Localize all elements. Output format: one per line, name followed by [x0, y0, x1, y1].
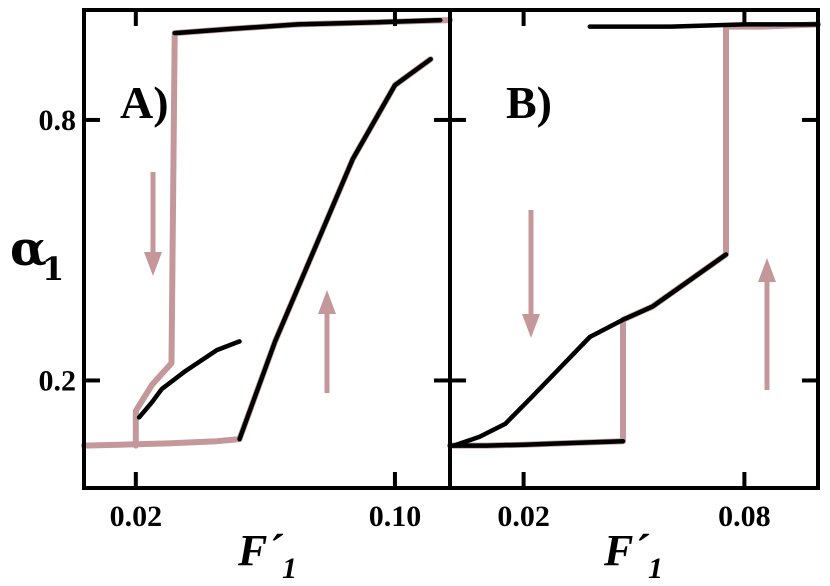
- panel-b: 0.02 0.08: [447, 8, 821, 533]
- series-line-a-2: [132, 17, 453, 449]
- plot-frame-b: [448, 8, 820, 490]
- x-axis-label-a-subscript: 1: [282, 552, 297, 585]
- x-tick-label-a-0: 0.02: [110, 500, 163, 533]
- series-line-b-2: [451, 252, 729, 448]
- direction-arrow-b-up-head: [758, 258, 776, 282]
- series-line-a-3: [172, 17, 443, 36]
- direction-arrow-a-up-head: [318, 290, 336, 314]
- series-line-a-4: [136, 339, 242, 420]
- series-line-a-1: [237, 56, 433, 442]
- x-tick-label-a-1: 0.10: [369, 500, 422, 533]
- x-tick-label-b-0: 0.02: [497, 500, 550, 533]
- panel-a: 0.2 0.8 0.02 0.10: [39, 8, 453, 533]
- y-axis-label: α: [10, 221, 47, 277]
- series-line-b-3: [587, 22, 821, 29]
- panel-label-a: A): [120, 77, 169, 128]
- x-axis-label-b: F´: [603, 526, 649, 575]
- y-tick-label-1: 0.8: [39, 104, 77, 137]
- series-line-b-1: [447, 438, 626, 448]
- y-axis-label-subscript: 1: [42, 250, 64, 288]
- x-axis-label-b-subscript: 1: [648, 552, 663, 585]
- direction-arrow-b-down-head: [522, 314, 540, 338]
- y-tick-label-0: 0.2: [39, 364, 77, 397]
- direction-arrow-a-down-head: [144, 252, 162, 276]
- x-axis-label-a: F´: [237, 526, 283, 575]
- panel-label-b: B): [506, 77, 552, 128]
- x-tick-label-b-1: 0.08: [718, 500, 771, 533]
